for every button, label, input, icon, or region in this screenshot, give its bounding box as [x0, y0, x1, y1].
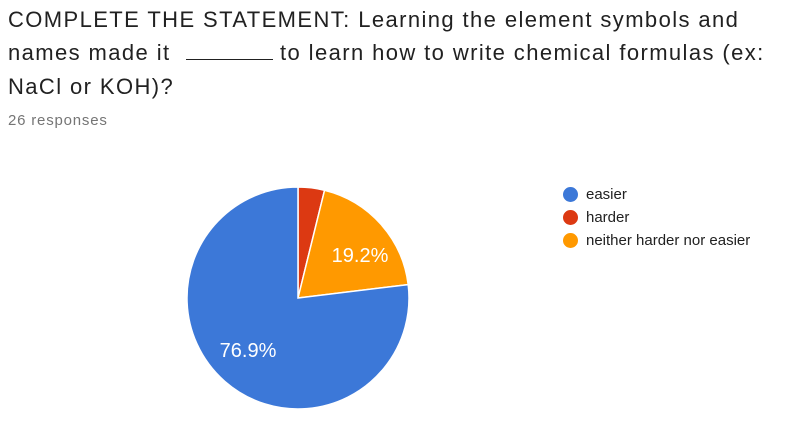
- svg-text:76.9%: 76.9%: [220, 340, 277, 362]
- svg-text:19.2%: 19.2%: [332, 245, 389, 267]
